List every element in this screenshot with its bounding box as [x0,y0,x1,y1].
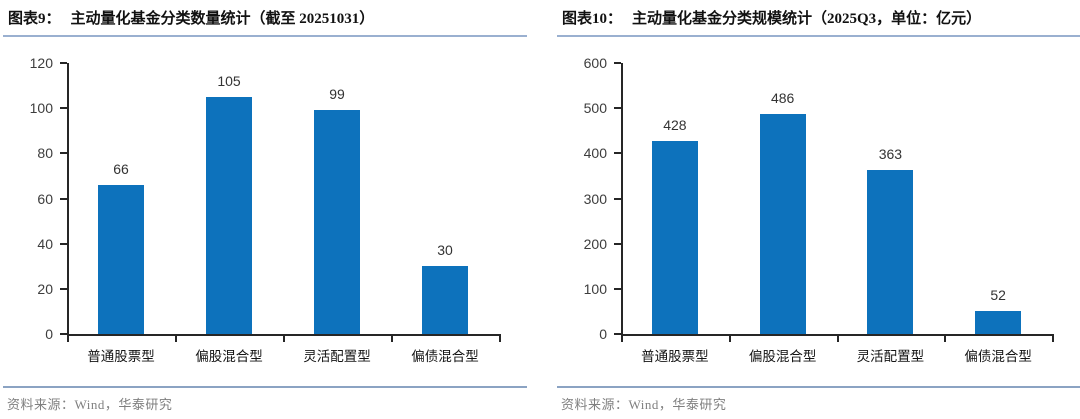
y-axis-tick-label: 100 [583,280,607,297]
bar-偏债混合型 [422,266,468,334]
x-axis-tick [836,336,839,342]
y-axis-tick [614,287,621,290]
y-axis-tick [60,107,67,110]
figure-10-title: 图表10： 主动量化基金分类规模统计（2025Q3，单位：亿元） [557,7,1080,37]
bar-chart-fund-scale: 0 100 200 300 400 500 600 428 普通股票型 486 偏股混合型 363 灵活… [557,37,1080,386]
bar-value-label: 363 [878,146,903,163]
y-axis-tick [60,152,67,155]
x-axis-category-label: 灵活配置型 [856,349,925,364]
x-axis-tick [944,336,947,342]
y-axis-tick [614,152,621,155]
x-axis-category-label: 偏股混合型 [748,349,817,364]
y-axis-tick [60,197,67,200]
figure-9-source-note: 资料来源：Wind，华泰研究 [3,386,527,413]
x-axis-category-label: 普通股票型 [641,349,709,364]
bar-value-label: 52 [990,286,1006,303]
y-axis-tick [614,107,621,110]
y-axis-tick-label: 200 [583,235,607,252]
x-axis [621,334,1054,336]
y-axis-tick [60,62,67,64]
y-axis [621,63,623,336]
bar-灵活配置型 [314,110,360,334]
y-axis-tick [60,333,67,335]
y-axis [67,63,69,336]
figure-9-title-text: 主动量化基金分类数量统计（截至 20251031） [70,11,375,27]
y-axis-tick [60,242,67,245]
figure-9-source-text: 资料来源：Wind，华泰研究 [7,397,173,412]
bar-value-label: 30 [437,242,453,259]
x-axis-category-label: 普通股票型 [87,349,155,364]
x-axis-category-label: 偏股混合型 [195,349,263,364]
y-axis-tick [614,242,621,245]
figure-10-source-note: 资料来源：Wind，华泰研究 [557,386,1080,413]
x-axis-tick [728,336,731,342]
y-axis-tick [60,287,67,290]
y-axis-tick-label: 120 [29,55,53,71]
y-axis-tick [614,62,621,64]
figure-10-label: 图表10： [562,11,623,27]
y-axis-tick-label: 400 [583,145,607,162]
bar-偏股混合型 [206,96,252,334]
y-axis-tick-label: 40 [37,235,53,252]
x-axis-tick [1052,336,1054,342]
x-axis [67,334,501,336]
bar-偏股混合型 [759,114,806,334]
x-axis-tick [391,336,393,342]
bar-偏债混合型 [975,310,1022,334]
x-axis-tick [283,336,285,342]
x-axis-tick [621,336,623,342]
x-axis-category-label: 灵活配置型 [303,349,371,364]
bar-普通股票型 [651,140,698,334]
bar-value-label: 66 [113,160,129,177]
y-axis-tick-label: 80 [37,145,53,162]
y-axis-tick [614,333,621,335]
y-axis-tick-label: 500 [583,100,607,117]
x-axis-category-label: 偏债混合型 [411,349,479,364]
y-axis-tick-label: 60 [37,190,53,207]
x-axis-category-label: 偏债混合型 [964,349,1032,364]
figure-panel-10: 图表10： 主动量化基金分类规模统计（2025Q3，单位：亿元） 0 100 200 3… [557,7,1080,413]
x-axis-tick [175,336,177,342]
figure-10-source-text: 资料来源：Wind，华泰研究 [561,397,727,412]
y-axis-tick-label: 100 [29,100,53,117]
bar-value-label: 105 [217,72,241,89]
bar-灵活配置型 [867,170,914,334]
y-axis-tick [614,197,621,200]
bar-普通股票型 [98,184,144,334]
y-axis-tick-label: 300 [583,190,607,207]
y-axis-tick-label: 0 [45,326,53,342]
bar-value-label: 486 [770,90,795,107]
bar-value-label: 428 [663,116,687,133]
bar-chart-fund-count: 0 20 40 60 80 100 120 66 普通股票型 105 偏股混合型 99 灵活配置型 30 偏… [3,37,527,386]
figure-9-label: 图表9： [8,11,61,27]
x-axis-tick [67,336,69,342]
bar-value-label: 99 [329,86,345,103]
y-axis-tick-label: 20 [37,280,53,297]
x-axis-tick [499,336,501,342]
figure-9-title: 图表9： 主动量化基金分类数量统计（截至 20251031） [3,7,527,37]
y-axis-tick-label: 600 [583,55,607,71]
figure-panel-9: 图表9： 主动量化基金分类数量统计（截至 20251031） 0 20 40 60 80 1… [3,7,527,413]
figure-10-title-text: 主动量化基金分类规模统计（2025Q3，单位：亿元） [632,11,982,27]
y-axis-tick-label: 0 [599,326,607,342]
